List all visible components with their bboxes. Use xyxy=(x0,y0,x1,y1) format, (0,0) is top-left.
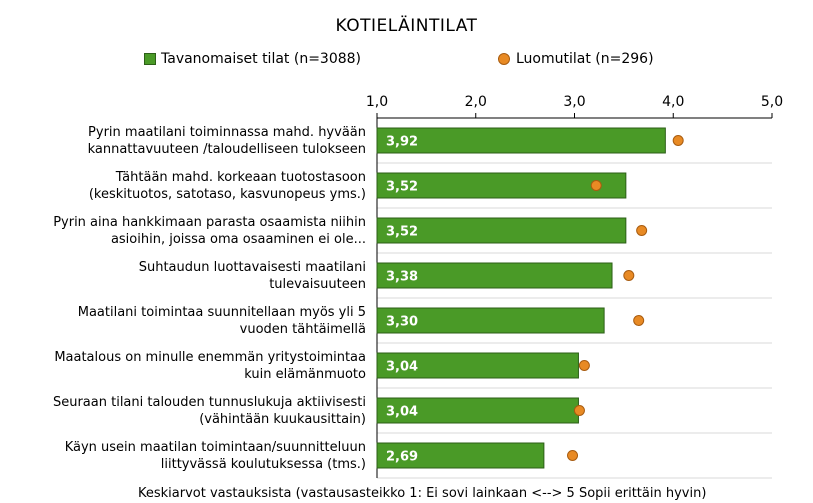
category-label: Maatalous on minulle enemmän yritystoimi… xyxy=(0,349,366,383)
x-tick-label: 4,0 xyxy=(662,94,684,110)
x-tick-label: 1,0 xyxy=(366,94,388,110)
legend: Tavanomaiset tilat (n=3088) Luomutilat (… xyxy=(0,51,813,71)
dot-organic xyxy=(578,360,590,371)
bar-value-label: 3,04 xyxy=(386,405,418,420)
bar-value-label: 3,30 xyxy=(386,315,418,330)
category-label-line: Pyrin aina hankkimaan parasta osaamista … xyxy=(53,214,366,230)
bar-value-label: 3,04 xyxy=(386,360,418,375)
bar-conventional xyxy=(376,397,579,424)
bar-conventional xyxy=(376,307,605,334)
category-label-line: (keskituotos, satotaso, kasvunopeus yms.… xyxy=(88,186,366,202)
dot-organic xyxy=(567,450,579,461)
bar-conventional xyxy=(376,352,579,379)
category-label: Maatilani toimintaa suunnitellaan myös y… xyxy=(0,304,366,338)
category-label: Pyrin aina hankkimaan parasta osaamista … xyxy=(0,214,366,248)
category-label-line: tulevaisuuteen xyxy=(269,276,366,292)
category-label-line: Käyn usein maatilan toimintaan/suunnitte… xyxy=(64,439,366,455)
bar-value-label: 3,92 xyxy=(386,135,418,150)
legend-item-conventional: Tavanomaiset tilat (n=3088) xyxy=(144,51,361,67)
dot-organic xyxy=(636,225,648,236)
bar-value-label: 3,52 xyxy=(386,180,418,195)
bar-conventional xyxy=(376,442,545,469)
chart-title: KOTIELÄINTILAT xyxy=(335,16,478,36)
category-label: Käyn usein maatilan toimintaan/suunnitte… xyxy=(0,439,366,473)
bar-value-label: 2,69 xyxy=(386,450,418,465)
dot-organic xyxy=(623,270,635,281)
category-label-line: Seuraan tilani talouden tunnuslukuja akt… xyxy=(52,394,366,410)
category-label-line: Maatilani toimintaa suunnitellaan myös y… xyxy=(77,304,366,320)
category-label-line: kannattavuuteen /taloudelliseen tuloksee… xyxy=(87,141,366,157)
legend-label-conventional: Tavanomaiset tilat (n=3088) xyxy=(161,51,362,67)
category-label: Pyrin maatilani toiminnassa mahd. hyvään… xyxy=(0,124,366,158)
category-label: Tähtään mahd. korkeaan tuotostasoon (kesk… xyxy=(0,169,366,203)
bar-conventional xyxy=(376,217,627,244)
category-label-line: (vähintään kuukausittain) xyxy=(199,411,366,427)
legend-item-organic: Luomutilat (n=296) xyxy=(498,51,654,67)
category-label-line: liittyvässä koulutuksessa (tms.) xyxy=(160,456,366,472)
bar-value-label: 3,38 xyxy=(386,270,418,285)
bar-conventional xyxy=(376,127,666,154)
dot-organic xyxy=(672,135,684,146)
category-label: Suhtaudun luottavaisesti maatilani tuleva… xyxy=(0,259,366,293)
dot-organic xyxy=(573,405,585,416)
legend-label-organic: Luomutilat (n=296) xyxy=(516,51,654,67)
bar-conventional xyxy=(376,262,613,289)
x-axis-caption: Keskiarvot vastauksista (vastausasteikko… xyxy=(138,486,707,501)
dot-organic xyxy=(590,180,602,191)
bar-conventional xyxy=(376,172,627,199)
category-label-line: Suhtaudun luottavaisesti maatilani xyxy=(138,259,366,275)
category-label-line: kuin elämänmuoto xyxy=(244,366,366,382)
category-label-line: Pyrin maatilani toiminnassa mahd. hyvään xyxy=(88,124,366,140)
category-label-line: asioihin, joissa oma osaaminen ei ole... xyxy=(110,231,366,247)
bar-value-label: 3,52 xyxy=(386,225,418,240)
legend-bar-swatch xyxy=(144,53,156,65)
category-label-line: Tähtään mahd. korkeaan tuotostasoon xyxy=(115,169,366,185)
x-tick-label: 3,0 xyxy=(563,94,585,110)
category-label: Seuraan tilani talouden tunnuslukuja akt… xyxy=(0,394,366,428)
category-label-line: Maatalous on minulle enemmän yritystoimi… xyxy=(54,349,366,365)
x-tick-label: 2,0 xyxy=(465,94,487,110)
dot-organic xyxy=(633,315,645,326)
legend-dot-swatch xyxy=(498,53,510,65)
category-label-line: vuoden tähtäimellä xyxy=(239,321,366,337)
x-tick-label: 5,0 xyxy=(761,94,783,110)
